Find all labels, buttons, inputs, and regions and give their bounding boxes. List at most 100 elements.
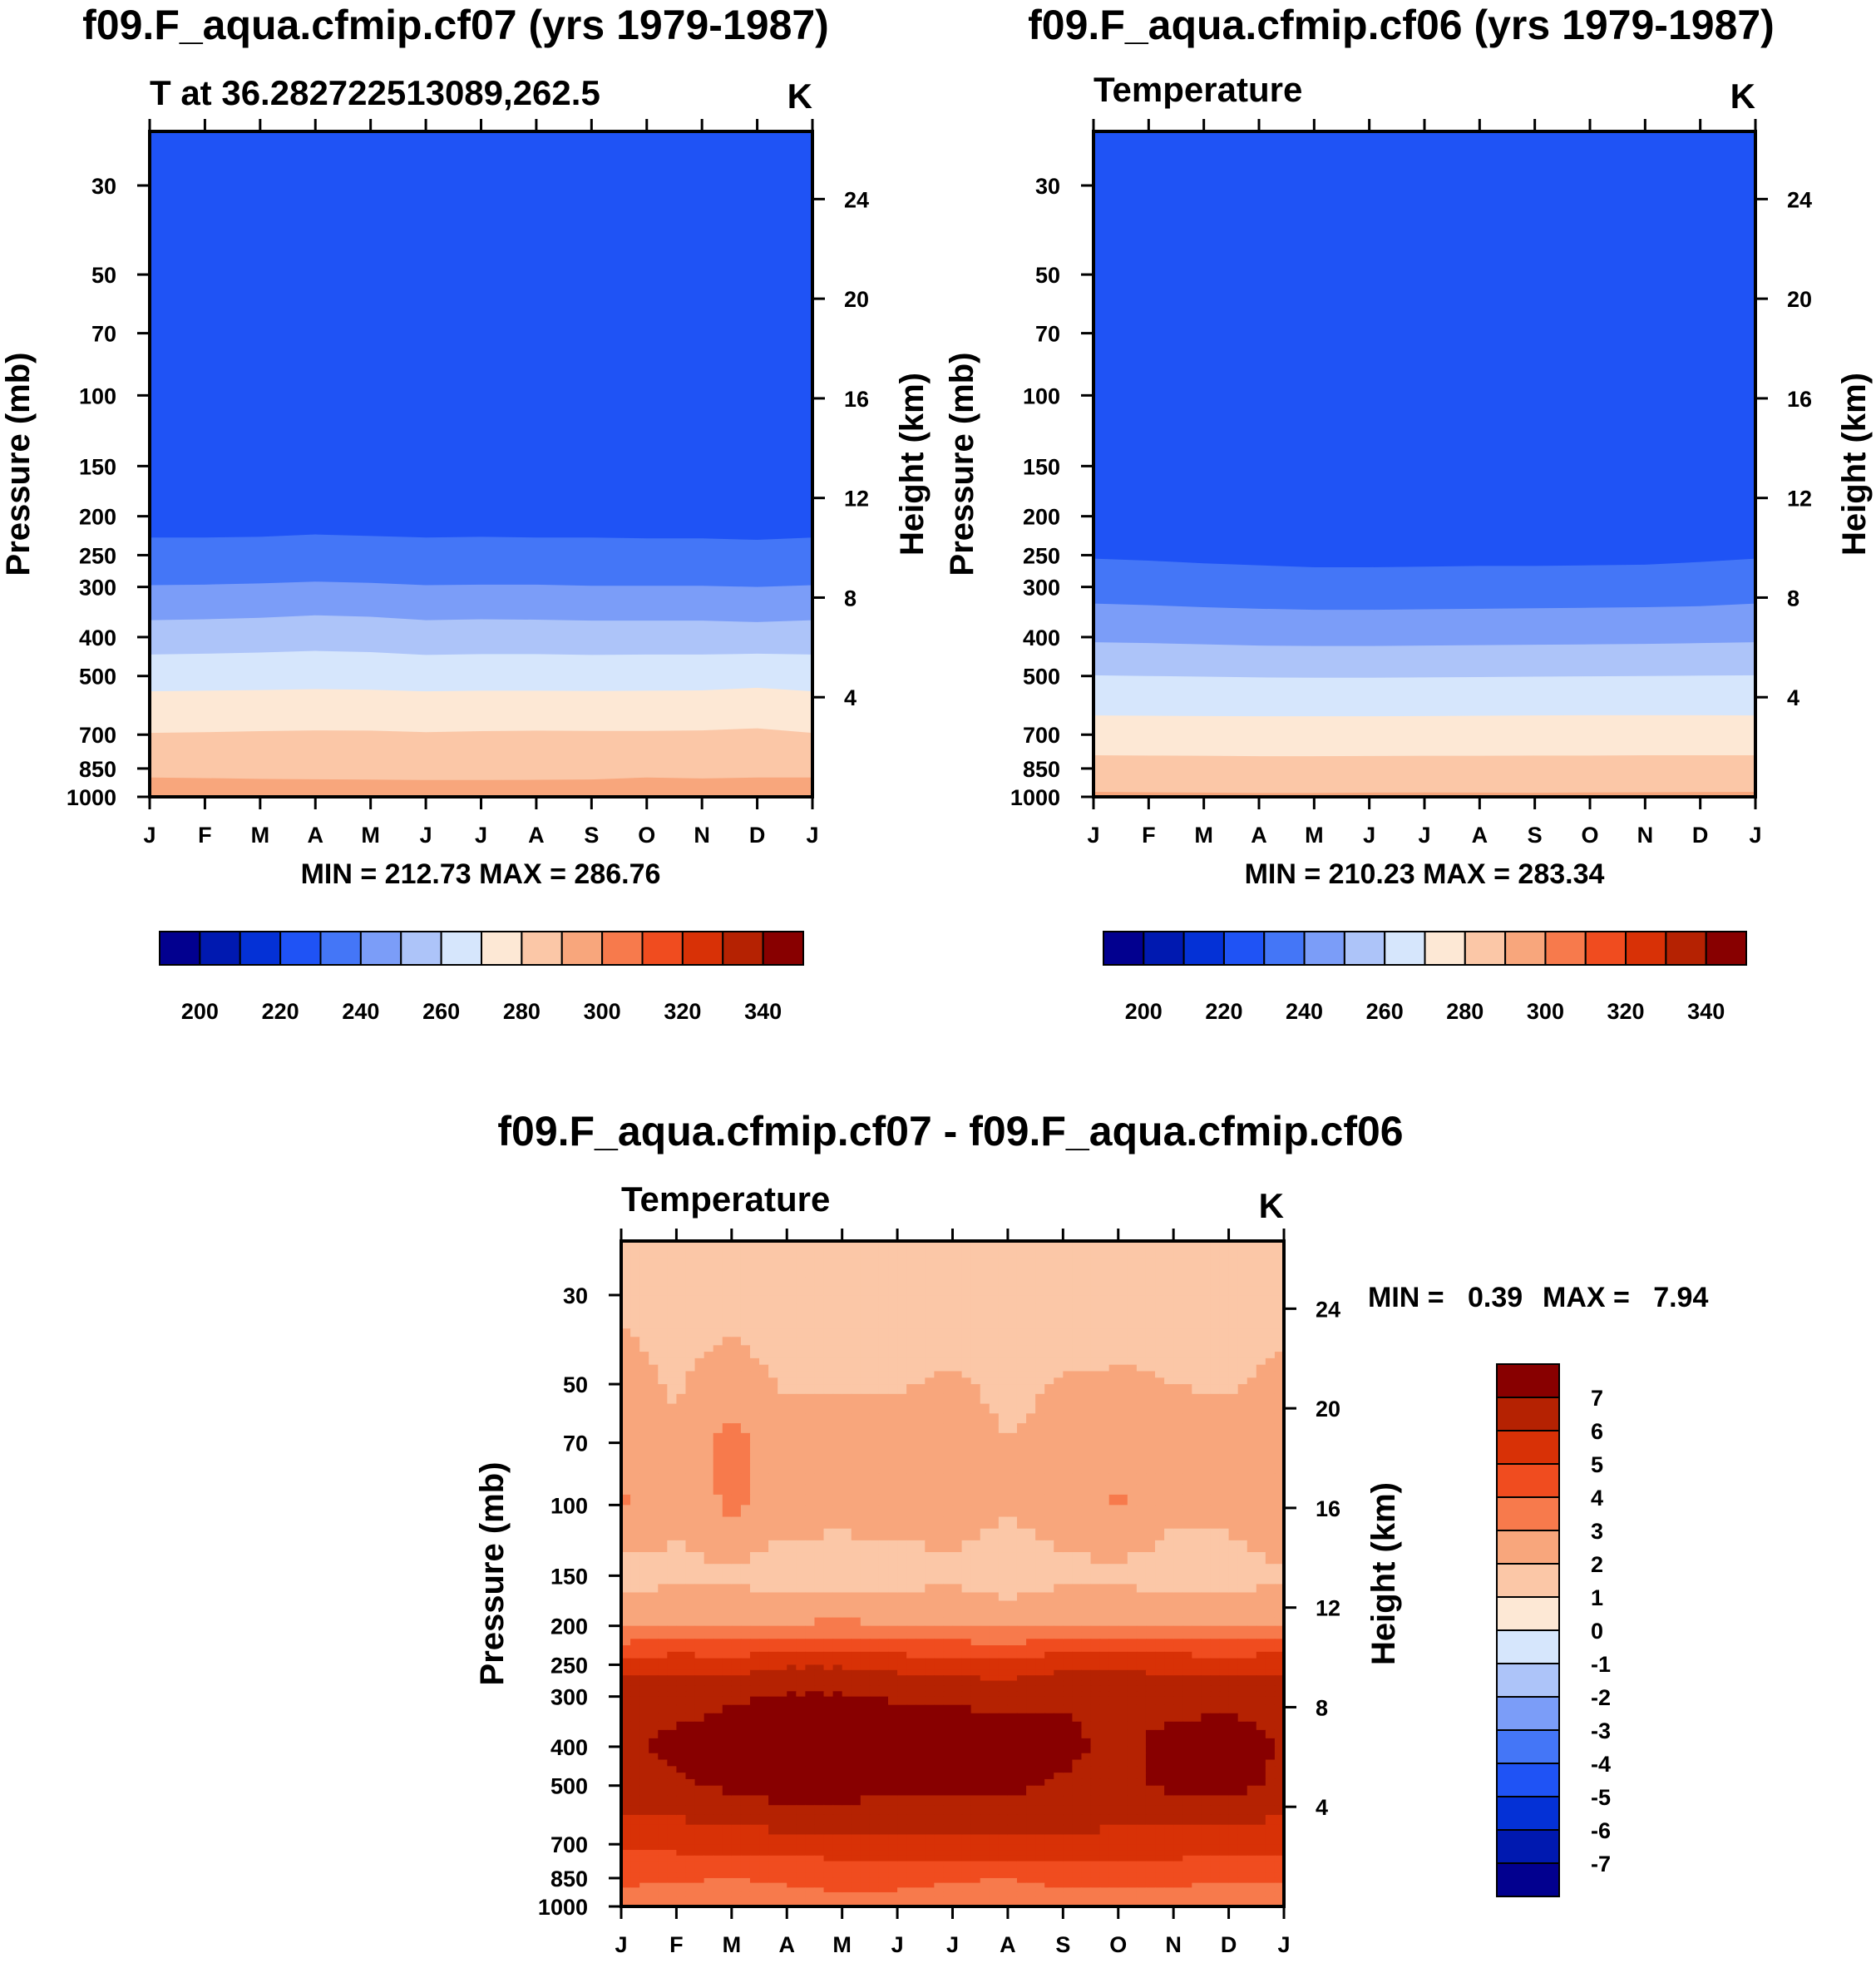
panel-c-cell bbox=[649, 1592, 659, 1602]
panel-c-cell bbox=[649, 1352, 659, 1359]
panel-c-cell bbox=[943, 1738, 954, 1748]
panel-c-cell bbox=[970, 1729, 981, 1739]
panel-c-cell bbox=[1007, 1413, 1018, 1424]
panel-b-y2-tick-label: 24 bbox=[1787, 187, 1812, 212]
panel-c-cell bbox=[1099, 1268, 1110, 1278]
panel-c-cell bbox=[722, 1746, 733, 1754]
panel-c-cell bbox=[759, 1494, 769, 1506]
panel-c-cell bbox=[649, 1484, 659, 1496]
panel-c-cell bbox=[1265, 1320, 1276, 1329]
panel-c-cell bbox=[832, 1696, 843, 1706]
panel-c-cell bbox=[759, 1600, 769, 1610]
panel-c-cell bbox=[1118, 1345, 1128, 1352]
panel-c-cell bbox=[685, 1675, 696, 1682]
panel-c-cell bbox=[878, 1696, 889, 1706]
panel-c-cell bbox=[1090, 1268, 1101, 1278]
panel-c-cell bbox=[878, 1413, 889, 1424]
panel-c-cell bbox=[906, 1320, 916, 1329]
panel-c-cell bbox=[888, 1552, 898, 1565]
panel-c-cell bbox=[704, 1778, 714, 1787]
panel-c-cell bbox=[1108, 1592, 1119, 1602]
panel-a-colorbar-box bbox=[159, 931, 201, 966]
panel-c-cell bbox=[998, 1277, 1009, 1287]
panel-c-cell bbox=[1127, 1738, 1138, 1748]
panel-c-cell bbox=[1155, 1516, 1165, 1530]
panel-c-cell bbox=[667, 1505, 678, 1518]
panel-c-cell bbox=[925, 1625, 935, 1634]
panel-c-cell bbox=[768, 1423, 778, 1434]
panel-c-cell bbox=[1099, 1584, 1110, 1594]
panel-c-cell bbox=[851, 1609, 861, 1619]
panel-c-cell bbox=[685, 1609, 696, 1619]
panel-c-cell bbox=[1164, 1320, 1174, 1329]
panel-c-cell bbox=[1044, 1320, 1054, 1329]
panel-c-cell bbox=[704, 1258, 714, 1269]
panel-c-cell bbox=[989, 1357, 1000, 1366]
panel-c-cell bbox=[796, 1432, 806, 1444]
panel-c-cell bbox=[1026, 1413, 1036, 1424]
panel-c-cell bbox=[667, 1685, 678, 1692]
panel-c-cell bbox=[832, 1268, 843, 1278]
panel-c-cell bbox=[1016, 1753, 1027, 1761]
panel-c-cell bbox=[916, 1286, 926, 1296]
panel-c-cell bbox=[961, 1552, 972, 1565]
panel-c-cell bbox=[851, 1664, 861, 1671]
panel-c-cell bbox=[1164, 1364, 1174, 1372]
panel-c-cell bbox=[897, 1286, 907, 1296]
panel-c-cell bbox=[1099, 1516, 1110, 1530]
panel-c-cell bbox=[980, 1473, 990, 1486]
panel-c-cell bbox=[1201, 1625, 1212, 1634]
panel-c-cell bbox=[925, 1312, 935, 1321]
panel-c-cell bbox=[961, 1592, 972, 1602]
panel-c-cell bbox=[980, 1713, 990, 1723]
panel-c-cell bbox=[998, 1721, 1009, 1731]
panel-c-cell bbox=[869, 1442, 880, 1454]
panel-c-cell bbox=[1164, 1685, 1174, 1692]
panel-c-cell bbox=[1228, 1696, 1239, 1706]
panel-c-cell bbox=[768, 1600, 778, 1610]
panel-c-cell bbox=[778, 1328, 787, 1338]
panel-c-cell bbox=[722, 1592, 733, 1602]
panel-c-cell bbox=[814, 1664, 825, 1671]
panel-c-cell bbox=[1210, 1696, 1221, 1706]
panel-c-cell bbox=[694, 1704, 705, 1714]
panel-c-cell bbox=[1210, 1249, 1221, 1260]
panel-c-cell bbox=[888, 1696, 898, 1706]
panel-c-cell bbox=[1016, 1575, 1027, 1585]
panel-b-x-tick-label: A bbox=[1251, 823, 1267, 848]
panel-c-cell bbox=[778, 1753, 787, 1761]
panel-c-cell bbox=[1127, 1494, 1138, 1506]
panel-c-cell bbox=[1201, 1371, 1212, 1378]
panel-c-cell bbox=[1127, 1453, 1138, 1465]
panel-c-cell bbox=[888, 1312, 898, 1321]
panel-c-cell bbox=[1256, 1651, 1266, 1659]
panel-c-cell bbox=[1237, 1651, 1248, 1659]
panel-c-cell bbox=[998, 1552, 1009, 1565]
panel-c-cell bbox=[1219, 1328, 1230, 1338]
panel-c-cell bbox=[860, 1632, 871, 1639]
panel-c-cell bbox=[1072, 1691, 1083, 1698]
panel-c-cell bbox=[934, 1746, 945, 1754]
panel-c-cell bbox=[1090, 1371, 1101, 1378]
panel-c-cell bbox=[713, 1691, 723, 1698]
panel-c-cell bbox=[676, 1484, 687, 1496]
panel-c-cell bbox=[998, 1377, 1009, 1385]
panel-c-cell bbox=[952, 1584, 963, 1594]
panel-c-cell bbox=[1274, 1696, 1285, 1706]
panel-c-cell bbox=[694, 1352, 705, 1359]
panel-c-cell bbox=[676, 1746, 687, 1754]
panel-c-cell bbox=[980, 1371, 990, 1378]
panel-c-cell bbox=[961, 1675, 972, 1682]
panel-c-cell bbox=[621, 1651, 631, 1659]
panel-c-cell bbox=[916, 1345, 926, 1352]
panel-c-cell bbox=[1265, 1704, 1276, 1714]
panel-c-cell bbox=[630, 1584, 640, 1594]
panel-c-cell bbox=[860, 1675, 871, 1682]
panel-c-cell bbox=[630, 1600, 640, 1610]
panel-c-cell bbox=[925, 1691, 935, 1698]
panel-c-cell bbox=[630, 1453, 640, 1465]
panel-c-cell bbox=[1016, 1345, 1027, 1352]
panel-c-cell bbox=[925, 1575, 935, 1585]
panel-c-cell bbox=[1127, 1584, 1138, 1594]
panel-c-cell bbox=[787, 1617, 797, 1627]
